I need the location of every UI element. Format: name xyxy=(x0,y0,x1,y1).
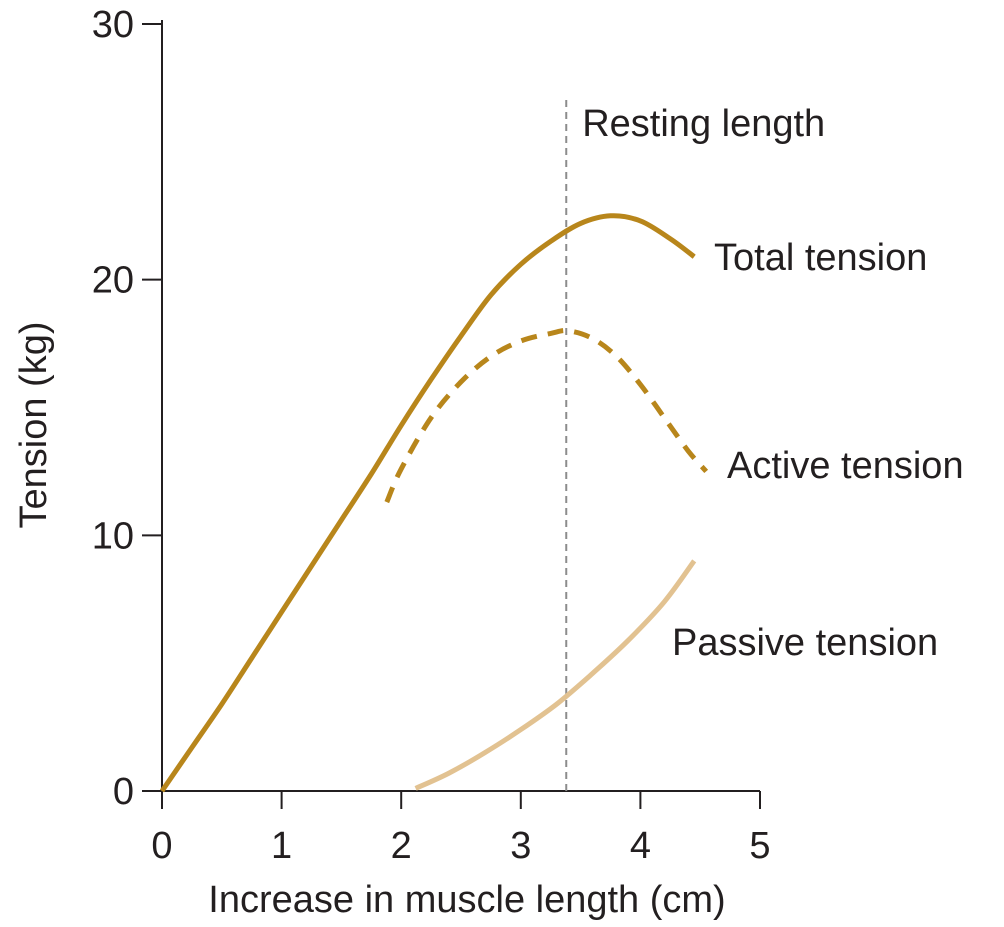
x-axis-title: Increase in muscle length (cm) xyxy=(208,879,725,921)
x-tick-label: 4 xyxy=(630,825,651,867)
total-tension-line xyxy=(159,213,696,793)
series-labels: Total tension Active tension Passive tensi… xyxy=(672,237,964,664)
y-tick-label: 30 xyxy=(92,4,134,46)
total-tension-label: Total tension xyxy=(714,237,927,279)
x-tick-label: 5 xyxy=(749,825,770,867)
active-tension-label: Active tension xyxy=(727,445,964,487)
axes xyxy=(161,20,760,792)
active-tension-line xyxy=(384,328,709,504)
y-tick-label: 10 xyxy=(92,515,134,557)
reference-line-group: Resting length xyxy=(565,100,825,791)
ticks: 0 1 2 3 4 5 0 10 20 30 xyxy=(92,4,771,867)
x-tick-label: 3 xyxy=(510,825,531,867)
passive-tension-line xyxy=(414,559,697,791)
x-tick-label: 2 xyxy=(391,825,412,867)
y-tick-label: 0 xyxy=(113,771,134,813)
resting-length-label: Resting length xyxy=(582,103,825,145)
series-group xyxy=(159,213,709,793)
y-axis-title: Tension (kg) xyxy=(13,322,55,529)
x-tick-label: 0 xyxy=(151,825,172,867)
x-tick-label: 1 xyxy=(271,825,292,867)
y-tick-label: 20 xyxy=(92,260,134,302)
passive-tension-label: Passive tension xyxy=(672,622,938,664)
